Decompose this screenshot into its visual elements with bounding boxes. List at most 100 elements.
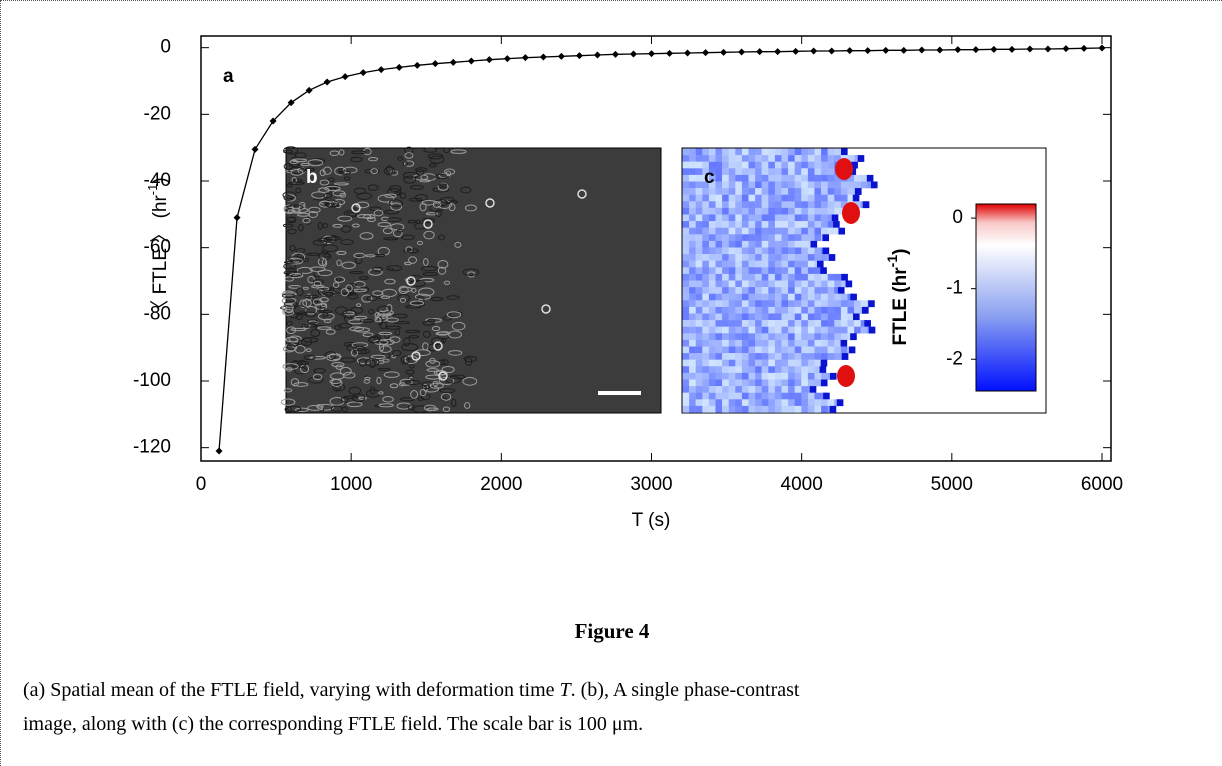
cell-texture	[385, 165, 394, 174]
ftle-cell	[847, 313, 855, 321]
ftle-cell	[788, 333, 795, 341]
ftle-cell	[708, 326, 716, 334]
cell-texture	[295, 312, 303, 321]
ftle-cell	[695, 399, 703, 407]
ftle-cell	[728, 254, 736, 261]
data-point	[666, 49, 674, 57]
cell-texture	[283, 146, 299, 155]
ftle-cell	[741, 273, 749, 281]
cell-texture	[295, 248, 306, 253]
cell-texture	[390, 202, 403, 211]
ftle-cell	[715, 267, 723, 275]
cell-texture	[353, 315, 368, 320]
cell-texture	[415, 168, 425, 176]
ftle-cell	[827, 353, 835, 360]
ftle-cell	[781, 207, 789, 215]
ftle-cell	[695, 267, 703, 275]
ftle-cell	[748, 280, 756, 288]
cell-texture	[429, 155, 445, 164]
ftle-cell	[748, 392, 756, 400]
ftle-cell	[735, 194, 743, 202]
ftle-cell	[682, 306, 690, 314]
ftle-cell	[761, 174, 769, 182]
ftle-cell	[834, 293, 842, 301]
data-point	[684, 49, 692, 57]
ftle-cell	[801, 379, 809, 387]
cell-texture	[324, 185, 341, 192]
cell-texture	[320, 302, 328, 308]
cell-texture	[282, 363, 299, 370]
ftle-cell	[807, 353, 815, 360]
cell-texture	[331, 362, 345, 368]
cell-texture	[426, 368, 439, 372]
cell-texture	[419, 202, 427, 212]
x-tick-label: 4000	[781, 474, 823, 495]
ftle-cell	[689, 174, 696, 182]
cell-texture	[322, 166, 332, 175]
ftle-cell	[788, 399, 795, 407]
ftle-cell	[814, 174, 822, 182]
cell-texture	[434, 199, 449, 207]
ftle-cell	[748, 194, 756, 202]
ftle-cell	[788, 181, 795, 189]
ftle-cell	[755, 234, 762, 242]
ftle-cell	[821, 333, 828, 341]
ftle-cell	[821, 227, 828, 235]
ftle-cell	[794, 221, 802, 228]
ftle-cell	[755, 155, 762, 162]
data-point	[449, 58, 457, 66]
ftle-cell	[689, 188, 696, 195]
cell-texture	[379, 321, 388, 330]
ftle-edge	[848, 346, 856, 354]
ftle-cell	[781, 254, 789, 261]
cell-texture	[286, 320, 293, 327]
ftle-cell	[774, 326, 782, 334]
ftle-cell	[847, 320, 855, 327]
cell-texture	[325, 329, 336, 335]
ftle-cell	[708, 320, 716, 327]
data-point	[1062, 45, 1070, 53]
ftle-cell	[847, 188, 855, 195]
cell-texture	[324, 236, 342, 241]
colorbar-tick-label: -2	[946, 348, 963, 369]
cell-texture	[393, 321, 410, 325]
ftle-cell	[722, 273, 729, 281]
ftle-cell	[781, 148, 789, 156]
cell-texture	[365, 254, 376, 258]
panel-label: a	[223, 66, 234, 87]
ftle-cell	[774, 346, 782, 354]
cell-texture	[416, 240, 424, 246]
ftle-cell	[781, 386, 789, 393]
ftle-cell	[748, 148, 756, 156]
ftle-cell	[708, 181, 716, 189]
data-point	[611, 50, 619, 58]
ftle-cell	[801, 313, 809, 321]
cell-texture	[282, 308, 295, 316]
ftle-cell	[827, 333, 835, 341]
ftle-cell	[728, 392, 736, 400]
ftle-cell	[774, 247, 782, 255]
cell-texture	[368, 335, 381, 344]
ftle-cell	[728, 155, 736, 162]
ftle-cell	[708, 293, 716, 301]
cell-texture	[334, 324, 342, 331]
ftle-cell	[834, 207, 842, 215]
ftle-cell	[768, 188, 776, 195]
cell-texture	[464, 204, 477, 212]
cell-texture	[396, 228, 404, 233]
cell-texture	[358, 286, 370, 293]
ftle-cell	[708, 201, 716, 209]
ftle-cell	[821, 214, 828, 222]
cell-texture	[313, 280, 322, 287]
ftle-cell	[807, 168, 815, 176]
ftle-cell	[682, 287, 690, 294]
ftle-cell	[781, 188, 789, 195]
ftle-cell	[695, 372, 703, 380]
ftle-cell	[722, 333, 729, 341]
cell-texture	[415, 219, 421, 225]
cell-texture	[383, 237, 399, 241]
ftle-cell	[794, 405, 802, 413]
ftle-cell	[807, 326, 815, 334]
ftle-cell	[735, 267, 743, 275]
cell-texture	[431, 337, 444, 346]
